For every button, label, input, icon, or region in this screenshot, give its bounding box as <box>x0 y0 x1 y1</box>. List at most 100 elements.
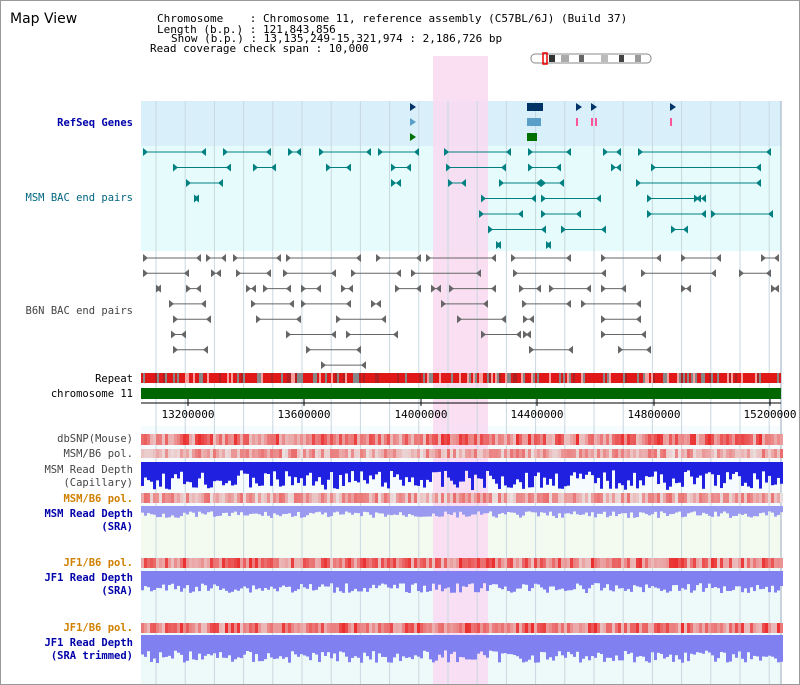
polymorphism-cell <box>522 434 525 445</box>
read-depth-bar <box>621 462 624 486</box>
polymorphism-cell <box>369 449 372 458</box>
b6n-bac-pair-end <box>173 315 178 324</box>
polymorphism-cell <box>648 434 651 445</box>
read-depth-bar <box>330 635 333 659</box>
polymorphism-cell <box>291 558 294 568</box>
polymorphism-cell <box>303 434 306 445</box>
polymorphism-cell <box>366 623 369 633</box>
b6n-bac-pair-end <box>251 284 256 293</box>
polymorphism-cell <box>249 434 252 445</box>
msm-bac-pair-end <box>531 194 536 203</box>
polymorphism-cell <box>639 434 642 445</box>
read-depth-bar <box>363 462 366 481</box>
polymorphism-cell <box>528 493 531 503</box>
read-depth-bar <box>558 571 561 590</box>
polymorphism-cell <box>627 434 630 445</box>
polymorphism-cell <box>228 434 231 445</box>
repeat-block <box>707 373 709 383</box>
repeat-block <box>639 373 641 383</box>
read-depth-bar <box>543 462 546 478</box>
polymorphism-cell <box>636 623 639 633</box>
read-depth-bar <box>252 635 255 662</box>
repeat-block <box>325 373 327 383</box>
repeat-block <box>391 373 393 383</box>
polymorphism-cell <box>558 434 561 445</box>
read-depth-bar <box>174 506 177 518</box>
polymorphism-cell <box>324 623 327 633</box>
track-label-refseq[interactable]: RefSeq Genes <box>57 117 133 129</box>
read-depth-bar <box>777 571 780 591</box>
repeat-block <box>571 373 573 383</box>
read-depth-bar <box>729 506 732 518</box>
repeat-block <box>673 373 675 383</box>
read-depth-bar <box>702 635 705 654</box>
polymorphism-cell <box>555 493 558 503</box>
read-depth-bar <box>525 462 528 473</box>
read-depth-bar <box>321 462 324 485</box>
repeat-block <box>195 373 197 383</box>
read-depth-bar <box>306 635 309 657</box>
read-depth-bar <box>495 571 498 585</box>
msm-bac-pair-end <box>253 163 258 172</box>
repeat-block <box>433 373 435 383</box>
read-depth-bar <box>330 571 333 584</box>
polymorphism-cell <box>225 434 228 445</box>
polymorphism-cell <box>516 558 519 568</box>
read-depth-bar <box>342 506 345 515</box>
polymorphism-cell <box>780 623 783 633</box>
read-depth-bar <box>522 462 525 489</box>
polymorphism-cell <box>603 493 606 503</box>
polymorphism-cell <box>270 434 273 445</box>
read-depth-bar <box>654 506 657 512</box>
read-depth-bar <box>192 506 195 513</box>
b6n-bac-pair-end <box>351 269 356 278</box>
read-depth-bar <box>597 571 600 584</box>
polymorphism-cell <box>318 623 321 633</box>
repeat-block <box>593 373 595 383</box>
read-depth-bar <box>501 571 504 590</box>
read-depth-bar <box>267 506 270 516</box>
track-label-msm-bac[interactable]: MSM BAC end pairs <box>25 192 133 204</box>
polymorphism-cell <box>657 493 660 503</box>
read-depth-bar <box>291 462 294 486</box>
read-depth-bar <box>405 506 408 517</box>
read-depth-bar <box>372 506 375 518</box>
polymorphism-cell <box>720 623 723 633</box>
b6n-bac-pair-end <box>233 254 238 262</box>
read-depth-bar <box>633 506 636 518</box>
polymorphism-cell <box>672 558 675 568</box>
polymorphism-cell <box>150 623 153 633</box>
msm-bac-pair-end <box>406 163 411 172</box>
read-depth-bar <box>441 571 444 592</box>
read-depth-bar <box>726 462 729 473</box>
polymorphism-cell <box>231 434 234 445</box>
read-depth-bar <box>312 506 315 514</box>
track-label-b6n-bac[interactable]: B6N BAC end pairs <box>25 305 133 317</box>
polymorphism-cell <box>171 623 174 633</box>
polymorphism-cell <box>564 558 567 568</box>
polymorphism-cell <box>579 558 582 568</box>
polymorphism-cell <box>669 623 672 633</box>
read-depth-bar <box>186 462 189 482</box>
polymorphism-cell <box>285 623 288 633</box>
read-depth-bar <box>144 635 147 657</box>
read-depth-bar <box>429 506 432 517</box>
polymorphism-cell <box>570 434 573 445</box>
polymorphism-cell <box>339 434 342 445</box>
b6n-bac-pair-end <box>361 361 366 370</box>
polymorphism-cell <box>480 558 483 568</box>
polymorphism-cell <box>267 493 270 503</box>
polymorphism-cell <box>276 434 279 445</box>
repeat-block <box>447 373 449 383</box>
read-depth-bar <box>483 635 486 656</box>
polymorphism-cell <box>246 623 249 633</box>
polymorphism-cell <box>693 623 696 633</box>
read-depth-bar <box>303 506 306 518</box>
read-depth-bar <box>603 571 606 588</box>
read-depth-bar <box>270 571 273 587</box>
polymorphism-cell <box>363 493 366 503</box>
read-depth-bar <box>237 571 240 591</box>
read-depth-bar <box>276 506 279 515</box>
polymorphism-cell <box>144 434 147 445</box>
